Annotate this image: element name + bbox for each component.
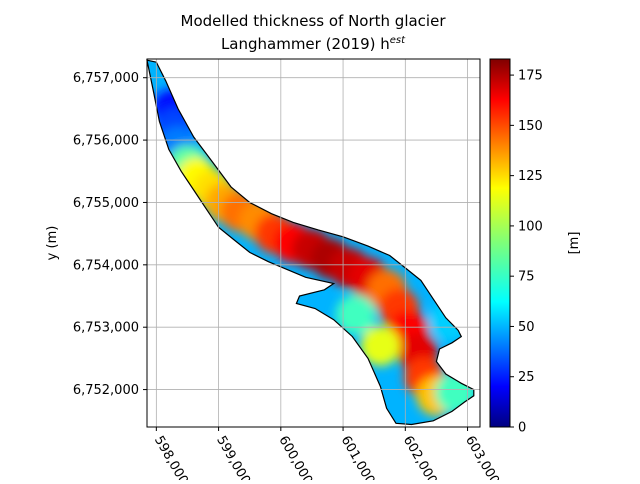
x-tick-label: 601,000 xyxy=(338,434,378,481)
y-tick-label: 6,753,000 xyxy=(73,321,139,336)
colorbar-tick-label: 75 xyxy=(518,270,535,285)
colorbar xyxy=(489,58,511,428)
colorbar-label: [m] xyxy=(567,232,582,255)
y-tick-label: 6,755,000 xyxy=(73,196,139,211)
colorbar-tick-label: 0 xyxy=(518,421,526,436)
chart-title-line2: Langhammer (2019) hest xyxy=(221,35,406,53)
colorbar-tick-label: 25 xyxy=(518,370,535,385)
y-tick-label: 6,757,000 xyxy=(73,71,139,86)
y-tick-label: 6,754,000 xyxy=(73,258,139,273)
colorbar-tick-label: 175 xyxy=(518,69,543,84)
y-tick-label: 6,756,000 xyxy=(73,134,139,149)
glacier-outline xyxy=(146,59,475,426)
colorbar-ticks: 0 25 50 75 100 125 150 175 xyxy=(510,69,543,436)
plot-frame xyxy=(146,58,481,428)
chart-title-line1: Modelled thickness of North glacier xyxy=(181,12,447,30)
x-tick-label: 599,000 xyxy=(213,434,253,481)
chart-title-line2-superscript: est xyxy=(390,35,406,46)
colorbar-tick-label: 100 xyxy=(518,219,543,234)
x-tick-label: 603,000 xyxy=(462,434,502,481)
chart-title-line2-prefix: Langhammer (2019) h xyxy=(221,35,390,53)
thickness-point xyxy=(360,325,401,366)
thickness-blobs xyxy=(151,88,474,416)
thickness-field xyxy=(147,60,474,425)
thickness-point xyxy=(435,372,474,413)
y-tick-label: 6,752,000 xyxy=(73,383,139,398)
plot-area: 598,000 599,000 600,000 601,000 602,000 603,0… xyxy=(73,58,502,484)
colorbar-tick-label: 150 xyxy=(518,119,543,134)
colorbar-tick-label: 50 xyxy=(518,320,535,335)
x-tick-label: 598,000 xyxy=(151,434,191,481)
x-tick-label: 602,000 xyxy=(400,434,440,481)
colorbar-tick-label: 125 xyxy=(518,169,543,184)
y-axis-label: y (m) xyxy=(45,226,60,261)
x-tick-label: 600,000 xyxy=(275,434,315,481)
thickness-point xyxy=(335,294,376,335)
